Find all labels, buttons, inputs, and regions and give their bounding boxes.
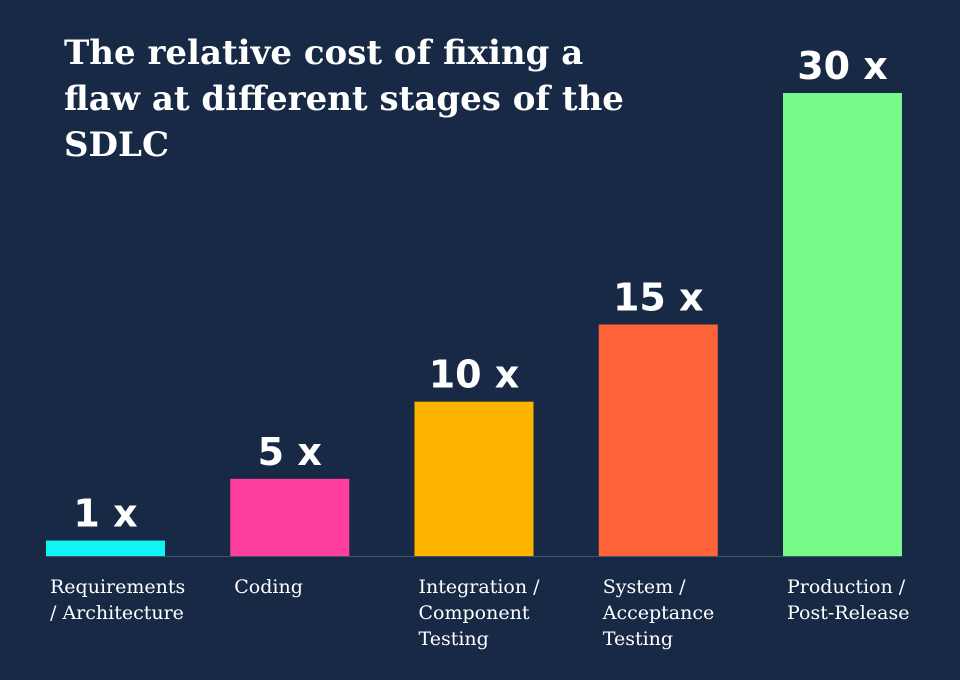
bars-group	[46, 93, 902, 556]
category-label-line: Requirements	[50, 576, 185, 598]
category-label-line: Integration /	[419, 576, 541, 598]
category-label-line: System /	[603, 576, 686, 598]
bar-1	[46, 540, 165, 556]
bar-value-label-4: 15 x	[613, 276, 704, 320]
category-label-1: Requirements / Architecture	[50, 576, 185, 624]
category-label-line: / Architecture	[50, 602, 184, 624]
category-label-3: Integration / Component Testing	[419, 576, 541, 650]
category-labels-group: Requirements / Architecture Coding Integrat…	[50, 576, 909, 650]
category-label-line: Coding	[234, 576, 303, 598]
category-label-line: Testing	[603, 628, 673, 650]
category-label-line: Testing	[419, 628, 489, 650]
category-label-5: Production / Post-Release	[787, 576, 909, 624]
category-label-2: Coding	[234, 576, 303, 598]
value-labels-group: 1 x 5 x 10 x 15 x 30 x	[73, 44, 887, 536]
bar-value-label-3: 10 x	[429, 353, 520, 397]
bar-value-label-2: 5 x	[258, 430, 322, 474]
bar-value-label-1: 1 x	[73, 492, 137, 536]
category-label-4: System / Acceptance Testing	[602, 576, 715, 650]
bar-2	[230, 478, 350, 556]
category-label-line: Production /	[787, 576, 906, 598]
bar-4	[598, 324, 718, 556]
bar-value-label-5: 30 x	[797, 44, 888, 88]
category-label-line: Component	[419, 602, 530, 624]
chart-title: The relative cost of fixing a flaw at di…	[64, 33, 624, 165]
category-label-line: Post-Release	[787, 602, 909, 624]
bar-5	[783, 93, 902, 556]
bar-3	[414, 401, 534, 556]
category-label-line: Acceptance	[602, 602, 715, 624]
